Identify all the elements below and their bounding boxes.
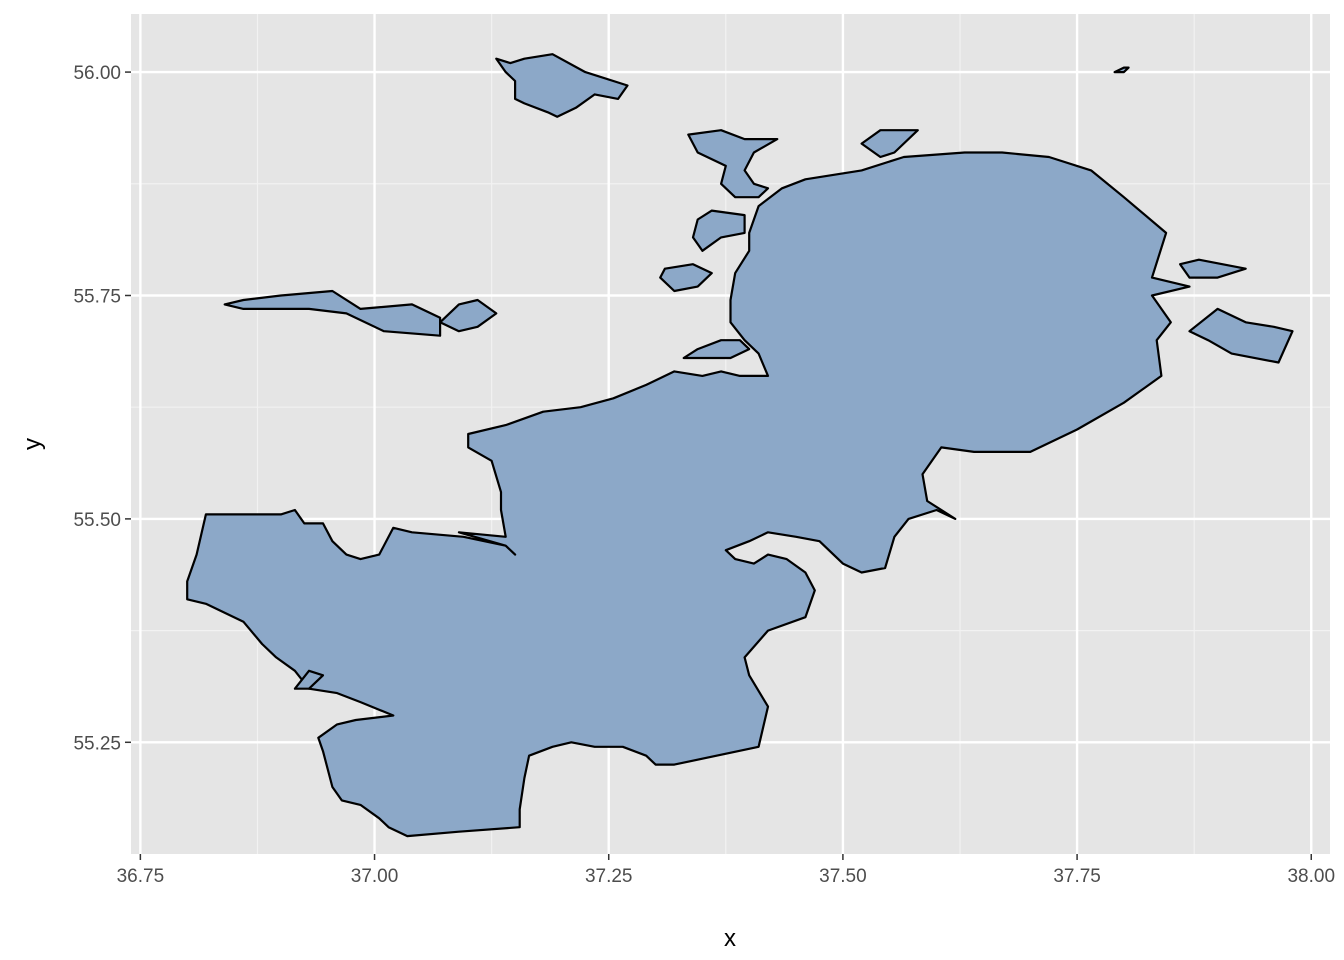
region-west-lobe-middle [659,263,713,293]
x-tick-label: 37.25 [585,866,633,887]
region-north-peninsula [687,129,779,199]
y-axis: 55.25 55.50 55.75 56.00 [73,63,131,754]
region-tiny-northeast-fragment [1113,66,1130,74]
region-west-islands [223,289,442,337]
region-west-lobe-lower [682,339,751,360]
region-small-southwest-fragment [293,669,325,690]
x-tick-label: 37.00 [351,866,399,887]
x-axis-title: x [724,925,736,952]
region-east-arm [1188,307,1294,364]
region-west-islands-east [439,298,498,333]
region-main [186,151,1191,838]
x-tick-label: 36.75 [117,866,165,887]
x-axis: 36.75 37.00 37.25 37.50 37.75 38.00 [117,854,1335,887]
x-tick-label: 38.00 [1287,866,1335,887]
region-northwest-island [495,53,629,118]
x-tick-label: 37.75 [1053,866,1101,887]
y-tick-label: 55.75 [73,286,121,307]
region-layer [186,53,1294,838]
region-north-spike [860,129,919,159]
y-tick-label: 55.50 [73,510,121,531]
region-east-upper-bump [1179,258,1247,279]
y-tick-label: 56.00 [73,63,121,84]
y-axis-title: y [19,438,46,450]
region-west-lobe-upper [691,209,746,252]
x-tick-label: 37.50 [819,866,867,887]
y-tick-label: 55.25 [73,733,121,754]
